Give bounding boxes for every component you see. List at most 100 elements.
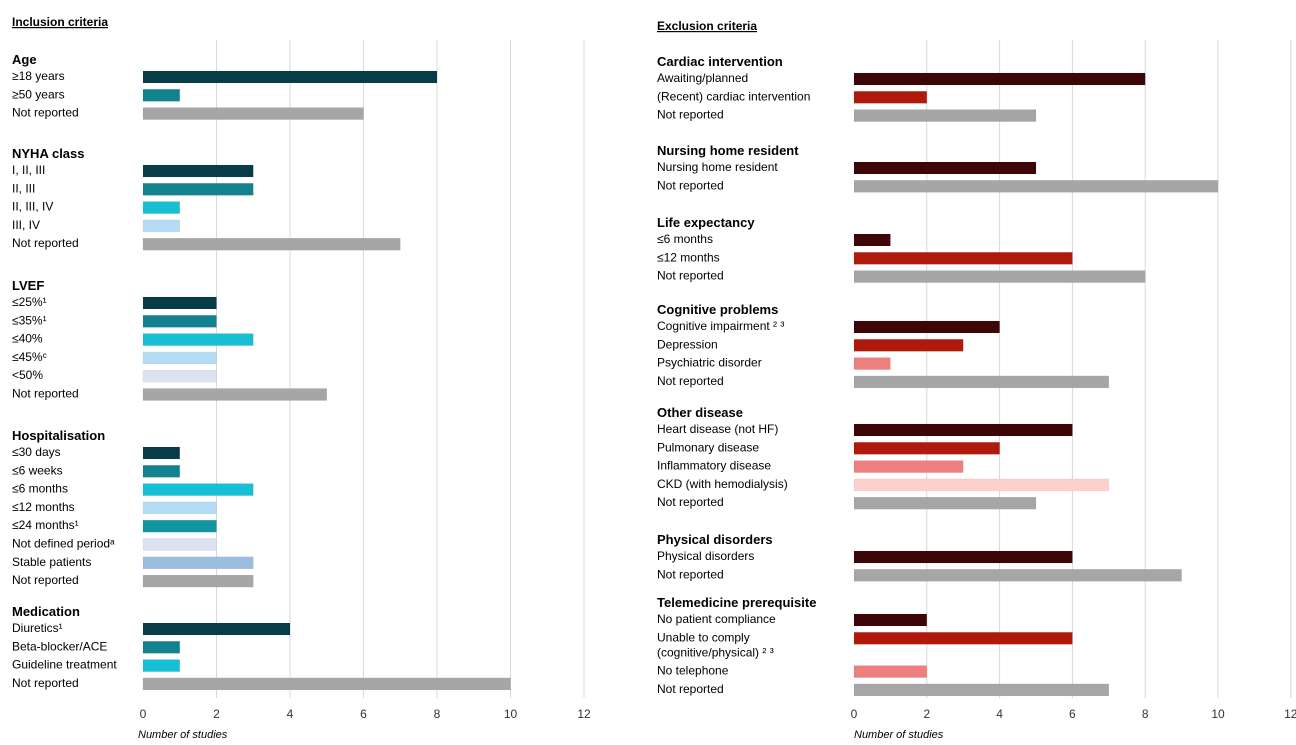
inclusion-group-lvef: LVEF	[12, 278, 44, 293]
exclusion-group-cardiac-intervention: Cardiac intervention	[657, 54, 783, 69]
inclusion-category-label: ≥50 years	[12, 87, 65, 101]
exclusion-x-tick-label: 12	[1284, 707, 1296, 721]
inclusion-category-label: III, IV	[12, 218, 40, 232]
exclusion-bar-cognitive-problems-not-reported	[853, 375, 1110, 389]
inclusion-category-label-line: Diuretics¹	[12, 621, 63, 635]
exclusion-x-tick-label: 2	[923, 707, 930, 721]
exclusion-category-label: No patient compliance	[657, 612, 776, 626]
exclusion-bar-telemedicine-prerequisite-no-telephone	[853, 665, 928, 678]
inclusion-category-label-line: II, III, IV	[12, 200, 53, 214]
exclusion-category-label: Psychiatric disorder	[657, 356, 762, 370]
inclusion-bar-medication-guideline-treatment	[142, 659, 180, 672]
exclusion-category-label-line: ≤6 months	[657, 232, 713, 246]
inclusion-bar-lvef-not-reported	[142, 388, 327, 401]
inclusion-category-label-line: II, III	[12, 181, 35, 195]
inclusion-group-age: Age	[12, 52, 37, 67]
exclusion-bar-cardiac-intervention-recent-cardiac-intervention	[853, 91, 928, 104]
exclusion-bar-other-disease-inflammatory-disease	[853, 460, 964, 473]
exclusion-category-label-line: Unable to comply	[657, 630, 750, 644]
inclusion-category-label-line: Not reported	[12, 676, 79, 690]
inclusion-bar-medication-beta-blocker-ace	[142, 641, 180, 654]
exclusion-category-label: ≤6 months	[657, 232, 713, 246]
inclusion-category-label-line: ≤30 days	[12, 445, 61, 459]
exclusion-bar-cardiac-intervention-not-reported	[853, 109, 1037, 122]
inclusion-bar-hospitalisation-6-weeks	[142, 465, 180, 478]
exclusion-bar-nursing-home-resident-not-reported	[853, 180, 1219, 193]
exclusion-category-label: Inflammatory disease	[657, 459, 771, 473]
inclusion-bar-hospitalisation-not-reported	[142, 574, 254, 588]
inclusion-category-label: ≥18 years	[12, 69, 65, 83]
inclusion-category-label: Not reported	[12, 573, 79, 587]
exclusion-category-label: ≤12 months	[657, 250, 720, 264]
exclusion-category-label-line: Depression	[657, 337, 718, 351]
inclusion-category-label: Diuretics¹	[12, 621, 63, 635]
inclusion-category-label-line: <50%	[12, 368, 43, 382]
exclusion-panel-title: Exclusion criteria	[657, 19, 757, 33]
inclusion-bar-medication-diuretics	[142, 622, 291, 636]
exclusion-bar-telemedicine-prerequisite-unable-to-comply-cognitive-physical	[853, 632, 1073, 645]
exclusion-bar-telemedicine-prerequisite-not-reported	[853, 683, 1110, 697]
inclusion-category-label: ≤6 months	[12, 482, 68, 496]
exclusion-bar-other-disease-heart-disease-not-hf	[853, 423, 1073, 437]
inclusion-category-label-line: ≤45%ᶜ	[12, 350, 47, 364]
inclusion-bar-lvef-35	[142, 315, 217, 328]
exclusion-category-label: Awaiting/planned	[657, 71, 748, 85]
inclusion-category-label: ≤12 months	[12, 500, 75, 514]
inclusion-bar-nyha-class-ii-iii	[142, 183, 254, 196]
inclusion-category-label-line: Not reported	[12, 106, 79, 120]
exclusion-category-label-line: No telephone	[657, 664, 729, 678]
inclusion-x-tick-label: 2	[213, 707, 220, 721]
inclusion-bar-nyha-class-i-ii-iii	[142, 164, 254, 178]
inclusion-category-label-line: ≥50 years	[12, 87, 65, 101]
inclusion-category-label: ≤25%¹	[12, 295, 47, 309]
exclusion-category-label: Not reported	[657, 567, 724, 581]
exclusion-bar-life-expectancy-6-months	[853, 233, 891, 247]
exclusion-bar-other-disease-ckd-with-hemodialysis	[853, 478, 1110, 492]
inclusion-bar-age-not-reported	[142, 107, 364, 120]
inclusion-category-label: ≤24 months¹	[12, 518, 79, 532]
exclusion-category-label: No telephone	[657, 664, 729, 678]
exclusion-group-nursing-home-resident: Nursing home resident	[657, 143, 799, 158]
inclusion-panel: Inclusion criteria 0 2 4 6 8 10 12 Number of stu…	[12, 15, 591, 741]
exclusion-bar-physical-disorders-physical-disorders	[853, 550, 1073, 564]
exclusion-category-label: Not reported	[657, 495, 724, 509]
inclusion-category-label: Not reported	[12, 676, 79, 690]
exclusion-category-label: Depression	[657, 337, 718, 351]
inclusion-category-label-line: ≤25%¹	[12, 295, 47, 309]
inclusion-category-label-line: Not reported	[12, 387, 79, 401]
exclusion-category-label-line: Psychiatric disorder	[657, 356, 762, 370]
inclusion-category-label: II, III, IV	[12, 200, 53, 214]
exclusion-category-label-line: (Recent) cardiac intervention	[657, 89, 810, 103]
exclusion-x-tick-label: 4	[996, 707, 1003, 721]
inclusion-bar-nyha-class-not-reported	[142, 237, 401, 251]
inclusion-category-label: ≤40%	[12, 332, 43, 346]
inclusion-category-label-line: Guideline treatment	[12, 658, 117, 672]
inclusion-group-hospitalisation: Hospitalisation	[12, 428, 105, 443]
inclusion-bar-hospitalisation-not-defined-period	[142, 538, 217, 551]
inclusion-x-tick-label: 12	[577, 707, 591, 721]
exclusion-group-telemedicine-prerequisite: Telemedicine prerequisite	[657, 595, 816, 610]
exclusion-bar-life-expectancy-12-months	[853, 252, 1073, 265]
inclusion-category-label: Guideline treatment	[12, 658, 117, 672]
exclusion-category-label-line: No patient compliance	[657, 612, 776, 626]
inclusion-category-label: ≤30 days	[12, 445, 61, 459]
inclusion-category-label: Beta-blocker/ACE	[12, 639, 107, 653]
inclusion-x-tick-label: 0	[140, 707, 147, 721]
exclusion-group-cognitive-problems: Cognitive problems	[657, 302, 778, 317]
inclusion-category-label: ≤6 weeks	[12, 463, 63, 477]
inclusion-category-label-line: Beta-blocker/ACE	[12, 639, 107, 653]
inclusion-category-label-line: Stable patients	[12, 555, 91, 569]
exclusion-category-label: Not reported	[657, 374, 724, 388]
inclusion-category-label-line: ≤6 months	[12, 482, 68, 496]
inclusion-x-tick-label: 8	[434, 707, 441, 721]
inclusion-bar-medication-not-reported	[142, 677, 511, 691]
inclusion-category-label: Not reported	[12, 106, 79, 120]
inclusion-category-label-line: ≤6 weeks	[12, 463, 63, 477]
exclusion-category-label: Not reported	[657, 269, 724, 283]
inclusion-category-label-line: Not reported	[12, 573, 79, 587]
inclusion-category-label-line: ≤12 months	[12, 500, 75, 514]
exclusion-panel: Exclusion criteria 0 2 4 6 8 10 12 Number of stu…	[657, 19, 1296, 741]
exclusion-category-label: Not reported	[657, 178, 724, 192]
